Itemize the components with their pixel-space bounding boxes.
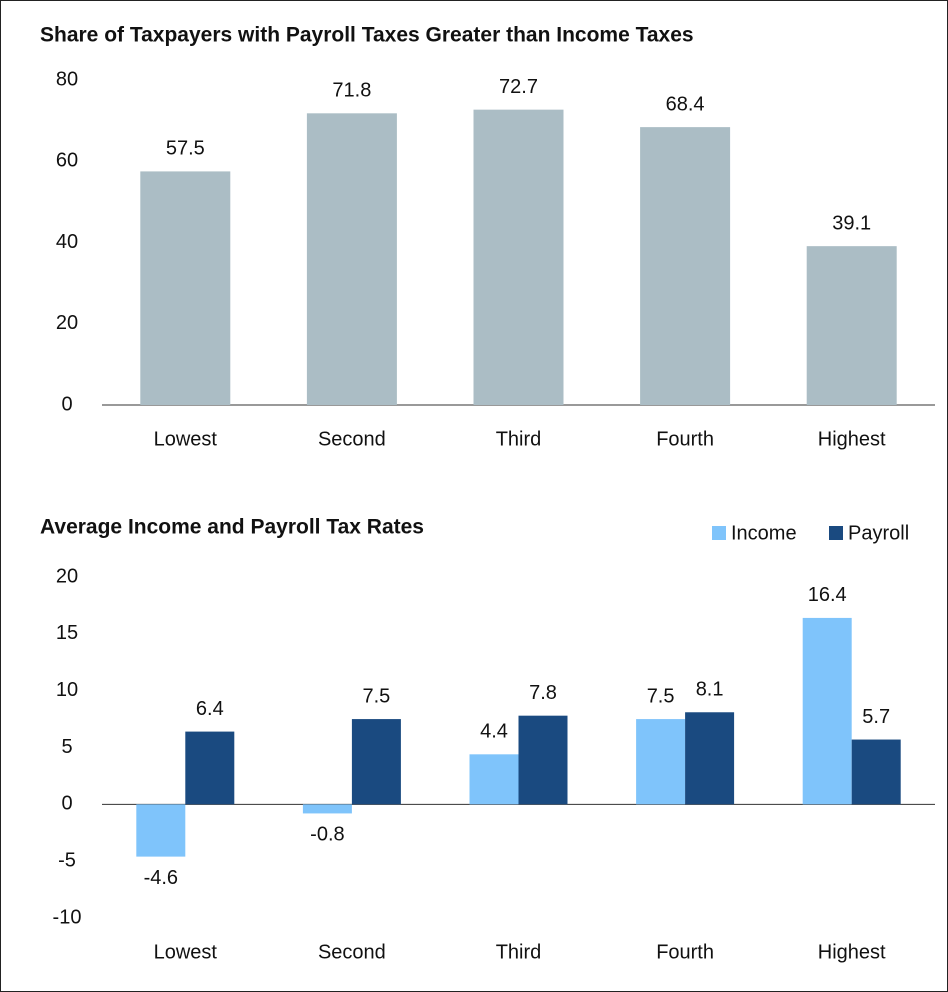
value-label: 39.1 xyxy=(832,212,871,234)
value-label: 7.5 xyxy=(362,685,390,707)
x-tick-label: Highest xyxy=(818,428,886,450)
y-tick-label: 20 xyxy=(56,312,78,334)
x-tick-label: Third xyxy=(496,428,542,450)
chart-title: Share of Taxpayers with Payroll Taxes Gr… xyxy=(40,24,694,47)
bar xyxy=(851,739,901,805)
x-tick-label: Lowest xyxy=(154,941,218,963)
value-label: 4.4 xyxy=(480,721,508,743)
y-tick-label: -10 xyxy=(53,906,82,928)
bar xyxy=(518,715,568,805)
bar xyxy=(306,113,397,405)
legend-swatch xyxy=(712,526,726,540)
bar xyxy=(351,719,401,805)
bar xyxy=(806,246,897,405)
y-tick-label: -5 xyxy=(58,849,76,871)
bar xyxy=(685,712,735,805)
bar xyxy=(802,617,852,805)
value-label: 7.8 xyxy=(529,682,557,704)
bar xyxy=(469,754,519,805)
chart-title: Average Income and Payroll Tax Rates xyxy=(40,516,424,539)
bar xyxy=(636,719,686,805)
value-label: 6.4 xyxy=(196,698,224,720)
value-label: 71.8 xyxy=(332,80,371,102)
value-label: 57.5 xyxy=(166,138,205,160)
x-tick-label: Second xyxy=(318,428,386,450)
y-tick-label: 60 xyxy=(56,150,78,172)
value-label: 8.1 xyxy=(696,679,724,701)
x-tick-label: Lowest xyxy=(154,428,218,450)
bar xyxy=(140,171,231,405)
value-label: -4.6 xyxy=(144,867,178,889)
value-label: 5.7 xyxy=(862,706,890,728)
bar xyxy=(302,804,352,814)
y-tick-label: 15 xyxy=(56,622,78,644)
y-tick-label: 40 xyxy=(56,231,78,253)
y-tick-label: 0 xyxy=(61,393,72,415)
y-tick-label: 10 xyxy=(56,679,78,701)
legend-label: Payroll xyxy=(848,522,909,544)
y-tick-label: 20 xyxy=(56,565,78,587)
bar xyxy=(640,127,731,405)
y-tick-label: 0 xyxy=(61,793,72,815)
value-label: 7.5 xyxy=(647,685,675,707)
x-tick-label: Fourth xyxy=(656,941,714,963)
bar xyxy=(136,804,186,857)
legend-swatch xyxy=(829,526,843,540)
legend-label: Income xyxy=(731,522,797,544)
bar xyxy=(473,109,564,405)
x-tick-label: Highest xyxy=(818,941,886,963)
x-tick-label: Fourth xyxy=(656,428,714,450)
value-label: -0.8 xyxy=(310,824,344,846)
value-label: 68.4 xyxy=(666,93,705,115)
bar xyxy=(185,731,235,805)
y-tick-label: 80 xyxy=(56,68,78,90)
value-label: 72.7 xyxy=(499,76,538,98)
x-tick-label: Second xyxy=(318,941,386,963)
value-label: 16.4 xyxy=(808,584,847,606)
y-tick-label: 5 xyxy=(61,736,72,758)
x-tick-label: Third xyxy=(496,941,542,963)
